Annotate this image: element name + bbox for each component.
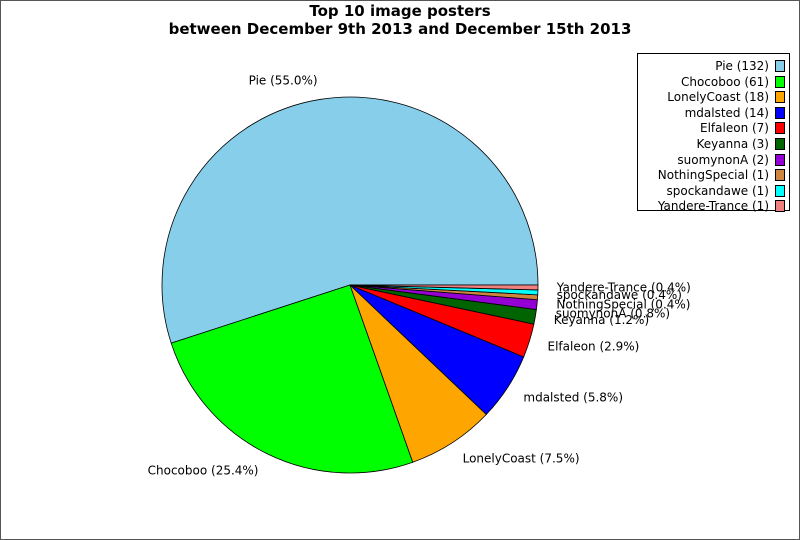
legend-item-keyanna: Keyanna (3) [696,136,785,152]
legend-label: Elfaleon (7) [700,121,769,136]
legend-label: Keyanna (3) [696,137,770,151]
legend-item-mdalsted: mdalsted (14) [685,105,785,121]
pie-label-mdalsted: mdalsted (5.8%) [523,391,623,405]
pie-label-nothingspecial: NothingSpecial (0.4%) [556,298,690,312]
legend-item-lonelycoast: LonelyCoast (18) [667,89,785,105]
legend-label: spockandawe (1) [666,183,770,198]
legend-item-spockandawe: spockandawe (1) [666,183,785,199]
legend-swatch [775,75,785,88]
pie-label-yandere-trance: Yandere-Trance (0.4%) [556,281,691,295]
chart-title-block: Top 10 image posters between December 9t… [0,2,800,38]
pie-label-pie: Pie (55.0%) [249,74,318,88]
legend-label: LonelyCoast (18) [667,90,769,105]
legend-item-suomynona: suomynonA (2) [677,152,785,168]
legend-swatch [775,91,785,104]
legend-label: Pie (132) [715,59,769,73]
legend-swatch [775,153,785,166]
pie-label-spockandawe: spockandawe (0.4%) [557,288,682,302]
chart-title: Top 10 image posters [309,2,491,20]
pie-label-chocoboo: Chocoboo (25.4%) [148,464,259,478]
pie-label-keyanna: Keyanna (1.2%) [554,313,649,327]
legend-item-pie: Pie (132) [715,58,785,74]
legend-swatch [775,122,785,135]
legend-item-chocoboo: Chocoboo (61) [681,74,785,90]
legend-swatch [775,138,785,150]
legend-item-yandere-trance: Yandere-Trance (1) [658,198,785,214]
pie-label-lonelycoast: LonelyCoast (7.5%) [463,451,580,465]
legend-label: Yandere-Trance (1) [657,199,769,214]
pie-label-elfaleon: Elfaleon (2.9%) [548,339,640,353]
legend-label: Chocoboo (61) [680,74,769,89]
legend-item-nothingspecial: NothingSpecial (1) [658,167,785,183]
pie-label-suomynona: suomynonA (0.8%) [556,307,670,321]
legend-label: mdalsted (14) [684,105,769,120]
pie-slice-chocoboo [170,284,414,474]
chart-legend: Pie (132) Chocoboo (61) LonelyCoast (18) md… [637,53,790,214]
legend-label: NothingSpecial (1) [657,168,769,183]
legend-swatch [775,60,785,72]
pie-slice-yandere-trance [349,284,539,291]
chart-subtitle: between December 9th 2013 and December 1… [168,20,632,38]
legend-label: suomynonA (2) [677,152,769,167]
legend-swatch [775,200,785,213]
legend-swatch [775,184,785,197]
legend-item-elfaleon: Elfaleon (7) [700,120,785,136]
pie-slice-pie [161,96,539,344]
legend-swatch [775,106,785,119]
legend-swatch [775,169,785,182]
